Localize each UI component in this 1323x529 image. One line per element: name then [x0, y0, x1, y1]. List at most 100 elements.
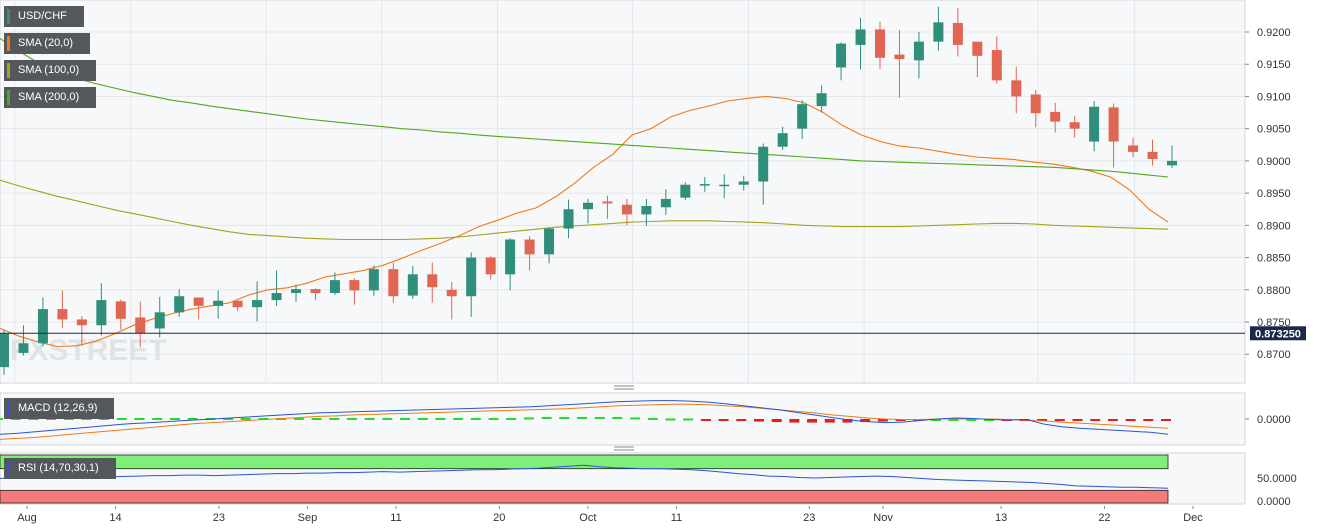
- panel-resize-handle-1[interactable]: [614, 385, 634, 390]
- macd-histogram-bar: [541, 416, 552, 419]
- price-tick-label: 0.9100: [1257, 91, 1291, 103]
- macd-histogram-bar: [134, 417, 145, 420]
- candle-body: [641, 206, 652, 215]
- macd-histogram-bar: [293, 417, 304, 420]
- candle-body: [1089, 106, 1100, 142]
- macd-histogram-bar: [0, 417, 3, 420]
- time-tick-label: Nov: [873, 512, 893, 524]
- legend-swatch-rsi: [7, 461, 10, 476]
- candle-body: [485, 257, 496, 275]
- macd-histogram-bar: [824, 419, 835, 423]
- macd-histogram-bar: [594, 416, 605, 419]
- legend-macd[interactable]: MACD (12,26,9): [4, 398, 114, 419]
- price-tick-label: 0.8900: [1257, 220, 1291, 232]
- candle-body: [1069, 122, 1080, 129]
- macd-histogram-bar: [364, 417, 375, 420]
- legend-sma20[interactable]: SMA (20,0): [4, 33, 90, 54]
- legend-sma100[interactable]: SMA (100,0): [4, 60, 96, 81]
- macd-histogram-bar: [1037, 419, 1048, 422]
- candle-body: [758, 146, 769, 182]
- macd-histogram-bar: [169, 417, 180, 420]
- candle-body: [466, 257, 477, 297]
- time-tick-label: 23: [213, 512, 225, 524]
- candle-body: [37, 309, 48, 344]
- candle-body: [368, 269, 379, 291]
- legend-swatch-macd: [7, 401, 10, 416]
- candle-body: [738, 181, 749, 185]
- rsi-overbought-zone: [0, 454, 1169, 470]
- candle-body: [1011, 80, 1022, 97]
- candle-body: [875, 29, 885, 58]
- sma-line: [0, 37, 1169, 178]
- candle-body: [894, 54, 905, 60]
- candle-body: [660, 198, 671, 208]
- candle-body: [76, 319, 87, 326]
- macd-histogram-bar: [647, 417, 658, 420]
- candle-body: [252, 300, 263, 308]
- price-tick-label: 0.9000: [1257, 156, 1291, 168]
- macd-histogram-bar: [470, 417, 481, 420]
- panel-resize-handle-2[interactable]: [614, 446, 634, 451]
- macd-histogram-bar: [488, 417, 499, 420]
- macd-histogram-bar: [329, 417, 340, 420]
- time-tick-label: 11: [390, 512, 401, 524]
- candle-body: [991, 50, 1002, 81]
- macd-histogram-bar: [630, 417, 641, 420]
- candle-body: [621, 204, 632, 215]
- sma-lines: [0, 37, 1169, 348]
- candle-body: [836, 43, 847, 68]
- macd-histogram-bar: [1072, 419, 1083, 422]
- candle-body: [329, 280, 340, 293]
- price-tick-label: 0.8800: [1257, 285, 1291, 297]
- macd-histogram-bar: [523, 417, 534, 420]
- legend-sma200[interactable]: SMA (200,0): [4, 87, 96, 108]
- macd-histogram-bar: [1107, 419, 1118, 422]
- legend-label-usdchf: USD/CHF: [18, 10, 67, 22]
- macd-histogram-bar: [435, 417, 446, 420]
- candle-body: [193, 297, 204, 306]
- candle-body: [407, 274, 418, 296]
- legend-rsi[interactable]: RSI (14,70,30,1): [4, 458, 116, 479]
- price-tick-label: 0.8950: [1257, 188, 1291, 200]
- time-tick-label: 20: [493, 512, 505, 524]
- macd-histogram-bar: [400, 417, 411, 420]
- legend-label-sma100: SMA (100,0): [18, 64, 80, 76]
- candle-body: [544, 228, 555, 255]
- price-tick-label: 0.8700: [1257, 349, 1291, 361]
- legend-swatch-sma20: [7, 36, 10, 51]
- candle-body: [135, 317, 146, 334]
- macd-histogram-bar: [736, 419, 747, 422]
- price-tick-label: 0.8750: [1257, 317, 1291, 329]
- candle-body: [1108, 107, 1119, 142]
- candle-body: [777, 133, 788, 147]
- legend-label-sma200: SMA (200,0): [18, 91, 80, 103]
- candle-body: [972, 41, 983, 56]
- candle-body: [427, 274, 438, 288]
- macd-histogram-bar: [930, 419, 941, 421]
- candle-body: [602, 201, 613, 204]
- time-tick-label: 23: [803, 512, 815, 524]
- macd-histogram-bar: [506, 417, 517, 420]
- macd-histogram-bar: [718, 419, 729, 421]
- macd-histogram-bar: [877, 419, 888, 422]
- macd-histogram-bar: [771, 419, 782, 423]
- candle-body: [271, 293, 282, 301]
- candle-body: [1167, 160, 1177, 166]
- rsi-tick-0: 0.0000: [1257, 496, 1291, 508]
- rsi-oversold-zone: [0, 489, 1169, 504]
- legend-usdchf[interactable]: USD/CHF: [4, 6, 84, 27]
- legend-label-rsi: RSI (14,70,30,1): [18, 462, 99, 474]
- legend-swatch-sma200: [7, 90, 10, 105]
- macd-histogram-bar: [1054, 419, 1065, 422]
- time-tick-label: 14: [109, 512, 121, 524]
- legend-swatch-usdchf: [7, 9, 10, 24]
- time-tick-label: Dec: [1183, 512, 1203, 524]
- candle-body: [699, 184, 710, 186]
- candle-body: [388, 269, 399, 297]
- macd-histogram-bar: [116, 417, 127, 420]
- macd-tick-label: 0.0000: [1257, 414, 1291, 426]
- macd-histogram-bar: [753, 419, 764, 422]
- candle-body: [1147, 151, 1158, 159]
- macd-line: [0, 400, 1169, 435]
- macd-histogram-bar: [577, 416, 587, 419]
